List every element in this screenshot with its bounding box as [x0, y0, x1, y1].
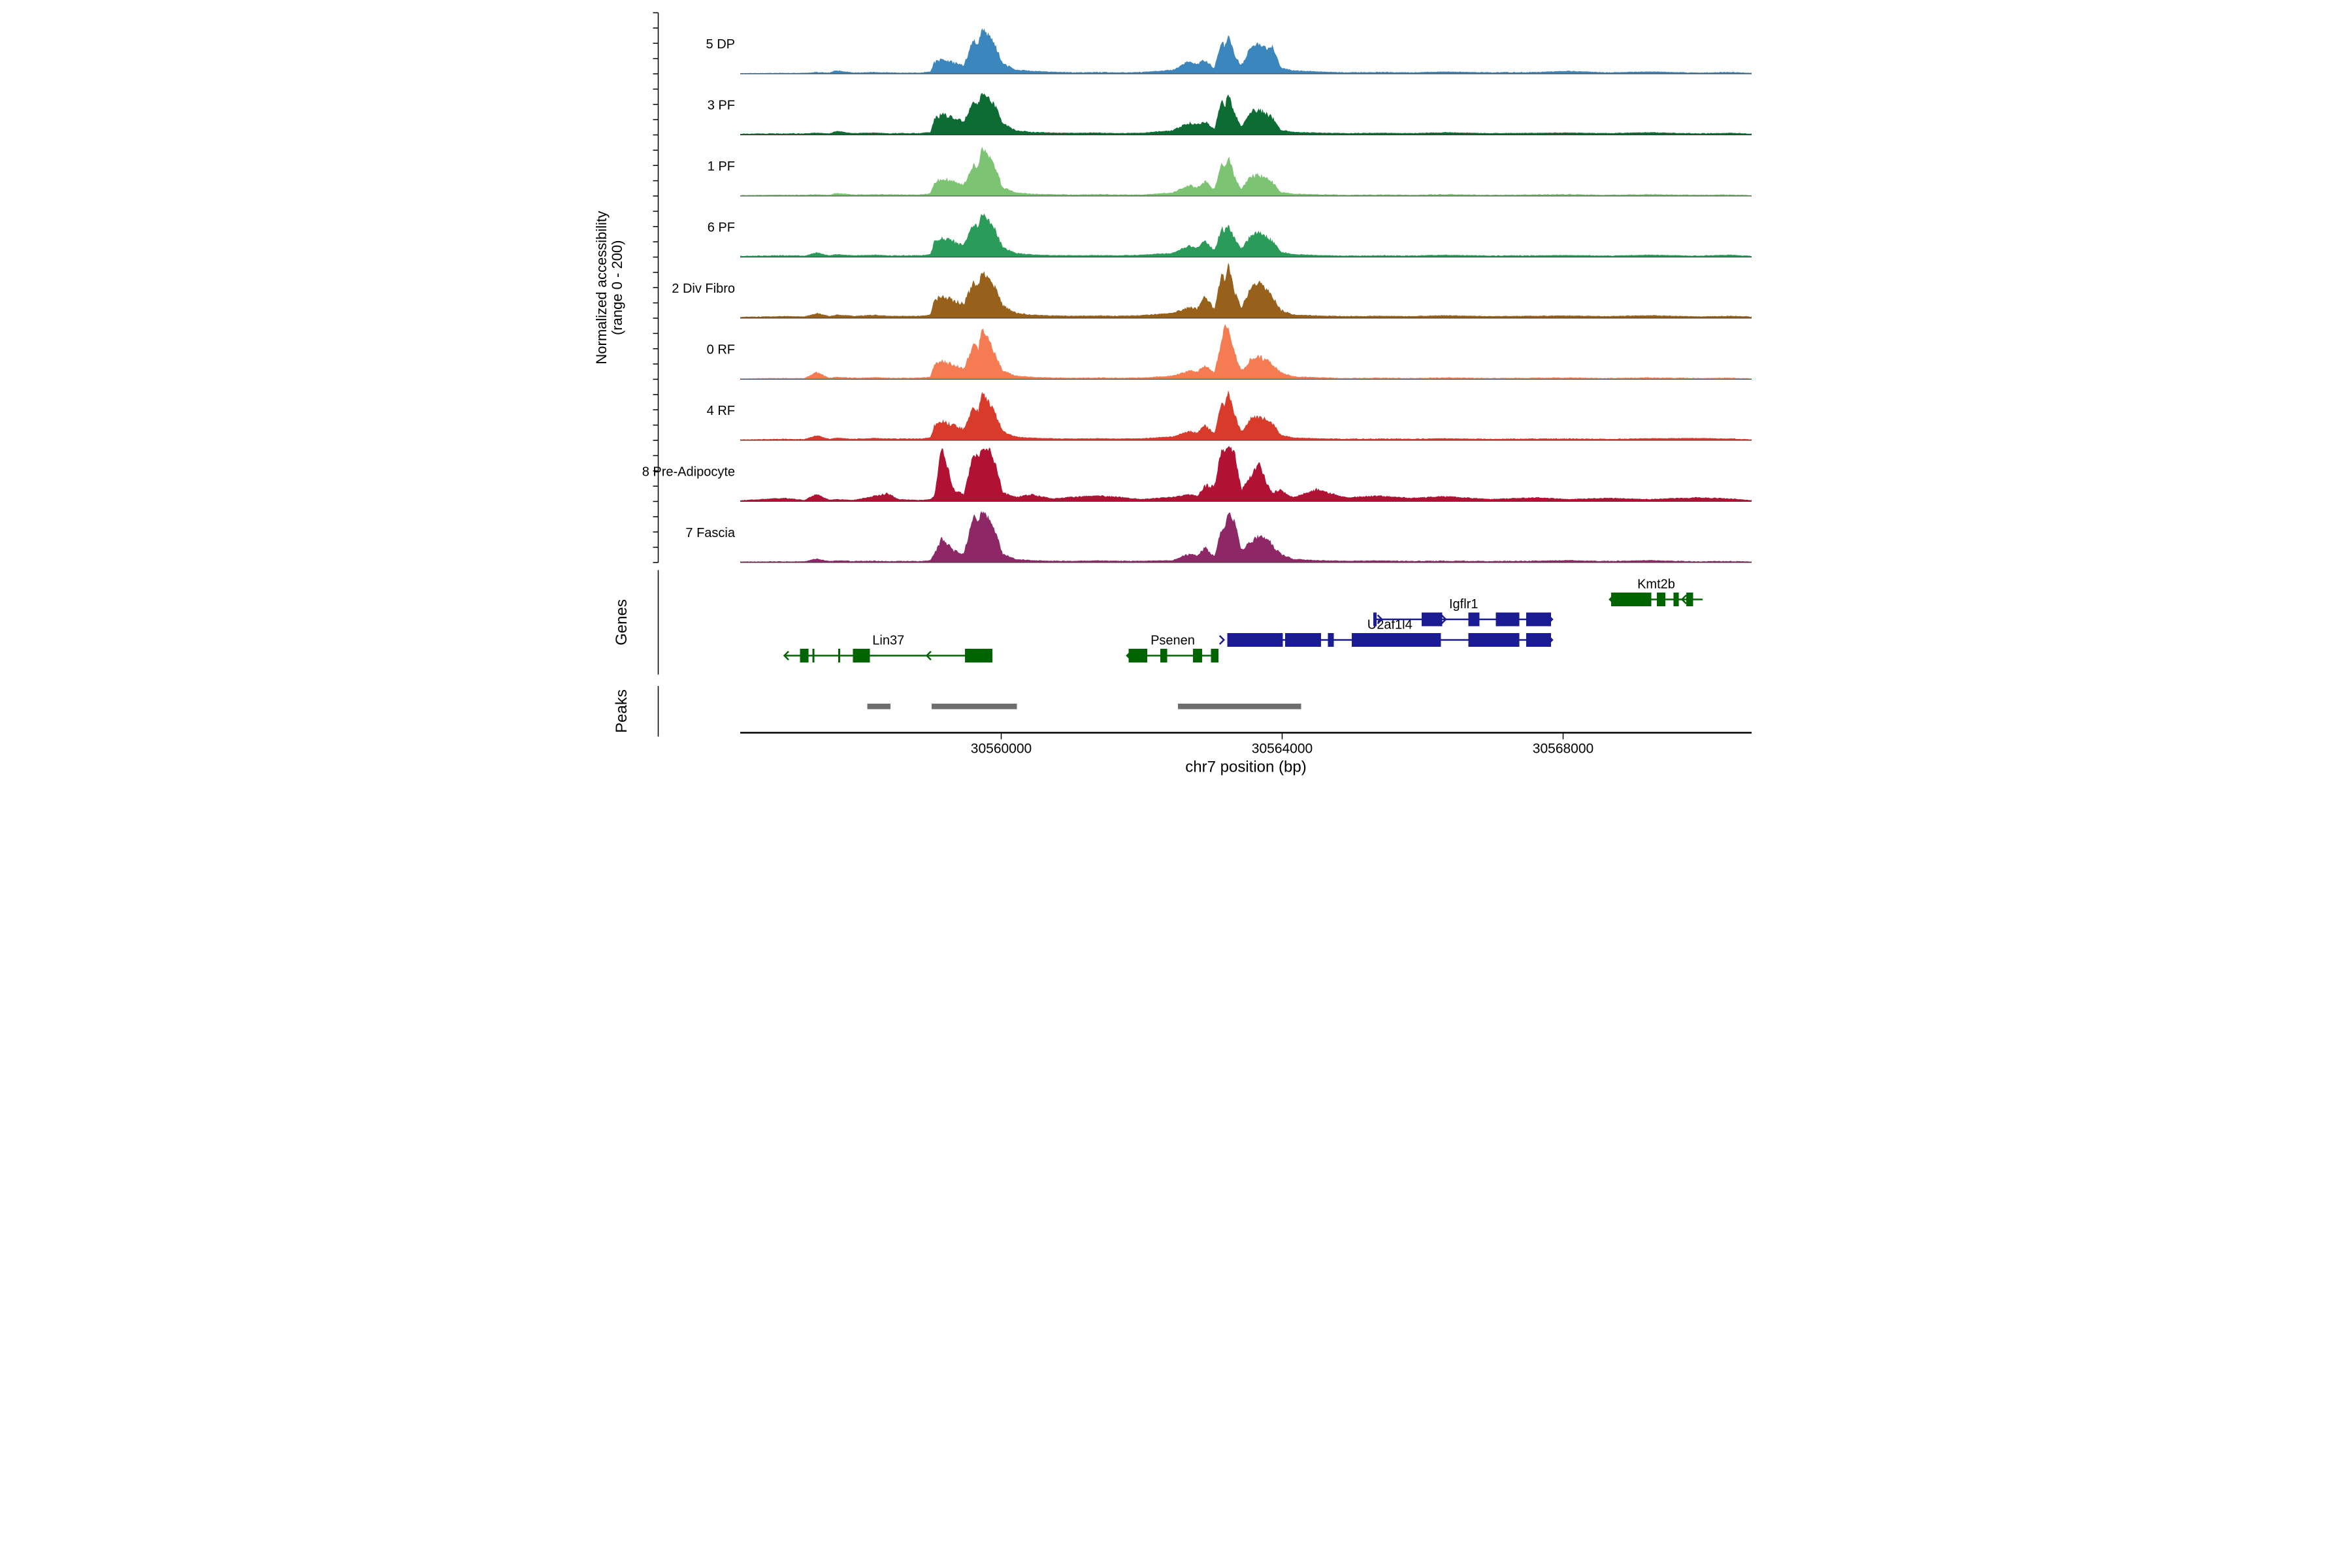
coverage-track-2 [740, 93, 1752, 135]
genome-browser-svg: 5 DP 3 PF 1 PF 6 PF 2 Div Fibro 0 RF 4 RF 8 Pre… [588, 0, 1764, 784]
gene-exon-Igflr1 [1373, 612, 1377, 627]
gene-exon-Lin37 [838, 649, 841, 662]
gene-exon-Kmt2b [1673, 593, 1679, 606]
coverage-track-8 [740, 446, 1752, 502]
coverage-track-3 [740, 146, 1752, 196]
x-axis-tick-label: 30560000 [971, 742, 1032, 757]
gene-exon-Lin37 [812, 649, 815, 662]
gene-exon-Igflr1 [1495, 612, 1520, 627]
y-axis-title-line2: (range 0 - 200) [609, 240, 625, 335]
peaks-section-label: Peaks [613, 689, 630, 733]
gene-exon-Lin37 [853, 649, 870, 662]
gene-exon-Igflr1 [1526, 612, 1552, 627]
genes-section-label: Genes [613, 599, 630, 645]
x-axis-title: chr7 position (bp) [1185, 759, 1306, 776]
gene-exon-Kmt2b [1657, 593, 1666, 606]
chevron-left-icon [925, 651, 932, 661]
gene-exon-Igflr1 [1421, 612, 1443, 627]
coverage-track-1 [740, 28, 1752, 74]
gene-label-Psenen: Psenen [1151, 634, 1195, 648]
gene-exon-Psenen [1160, 649, 1168, 662]
track-label: 4 RF [707, 404, 735, 418]
chevron-left-icon [1680, 595, 1687, 604]
track-label: 8 Pre-Adipocyte [642, 465, 735, 480]
gene-label-U2af1l4: U2af1l4 [1367, 618, 1413, 632]
gene-exon-Psenen [1192, 649, 1202, 662]
gene-exon-Igflr1 [1468, 612, 1480, 627]
gene-exon-U2af1l4 [1352, 633, 1441, 647]
track-label: 6 PF [708, 221, 735, 235]
gene-exon-Kmt2b [1611, 593, 1652, 606]
chevron-right-icon [1218, 635, 1226, 645]
gene-exon-Psenen [1211, 649, 1218, 662]
peak-bar [867, 704, 890, 710]
gene-exon-U2af1l4 [1468, 633, 1520, 647]
coverage-track-4 [740, 213, 1752, 257]
gene-exon-U2af1l4 [1285, 633, 1321, 647]
gene-exon-U2af1l4 [1328, 633, 1334, 647]
gene-label-Igflr1: Igflr1 [1449, 597, 1478, 612]
track-label: 5 DP [706, 37, 735, 52]
track-label: 2 Div Fibro [672, 282, 735, 296]
gene-exon-Lin37 [965, 649, 992, 662]
x-axis-tick-label: 30568000 [1533, 742, 1593, 757]
track-label: 7 Fascia [685, 526, 735, 540]
gene-exon-U2af1l4 [1227, 633, 1283, 647]
peak-bar [1177, 704, 1301, 710]
gene-exon-Kmt2b [1686, 593, 1693, 606]
coverage-plot-figure: 5 DP 3 PF 1 PF 6 PF 2 Div Fibro 0 RF 4 RF 8 Pre… [588, 0, 1764, 784]
y-axis-title-line1: Normalized accessibility [593, 211, 610, 365]
track-label: 1 PF [708, 159, 735, 174]
gene-exon-Psenen [1128, 649, 1147, 662]
coverage-track-5 [740, 262, 1752, 318]
chevron-right-icon [1377, 614, 1383, 625]
x-axis-tick-label: 30564000 [1252, 742, 1313, 757]
coverage-track-9 [740, 511, 1752, 563]
chevron-left-icon [783, 651, 789, 661]
gene-label-Lin37: Lin37 [872, 634, 904, 648]
gene-label-Kmt2b: Kmt2b [1637, 578, 1675, 592]
coverage-track-7 [740, 390, 1752, 440]
chevron-right-icon [1441, 614, 1447, 625]
gene-exon-U2af1l4 [1526, 633, 1552, 647]
track-label: 0 RF [707, 343, 735, 357]
peak-bar [931, 704, 1017, 710]
gene-exon-Lin37 [800, 649, 809, 662]
track-label: 3 PF [708, 99, 735, 113]
coverage-track-6 [740, 324, 1752, 380]
